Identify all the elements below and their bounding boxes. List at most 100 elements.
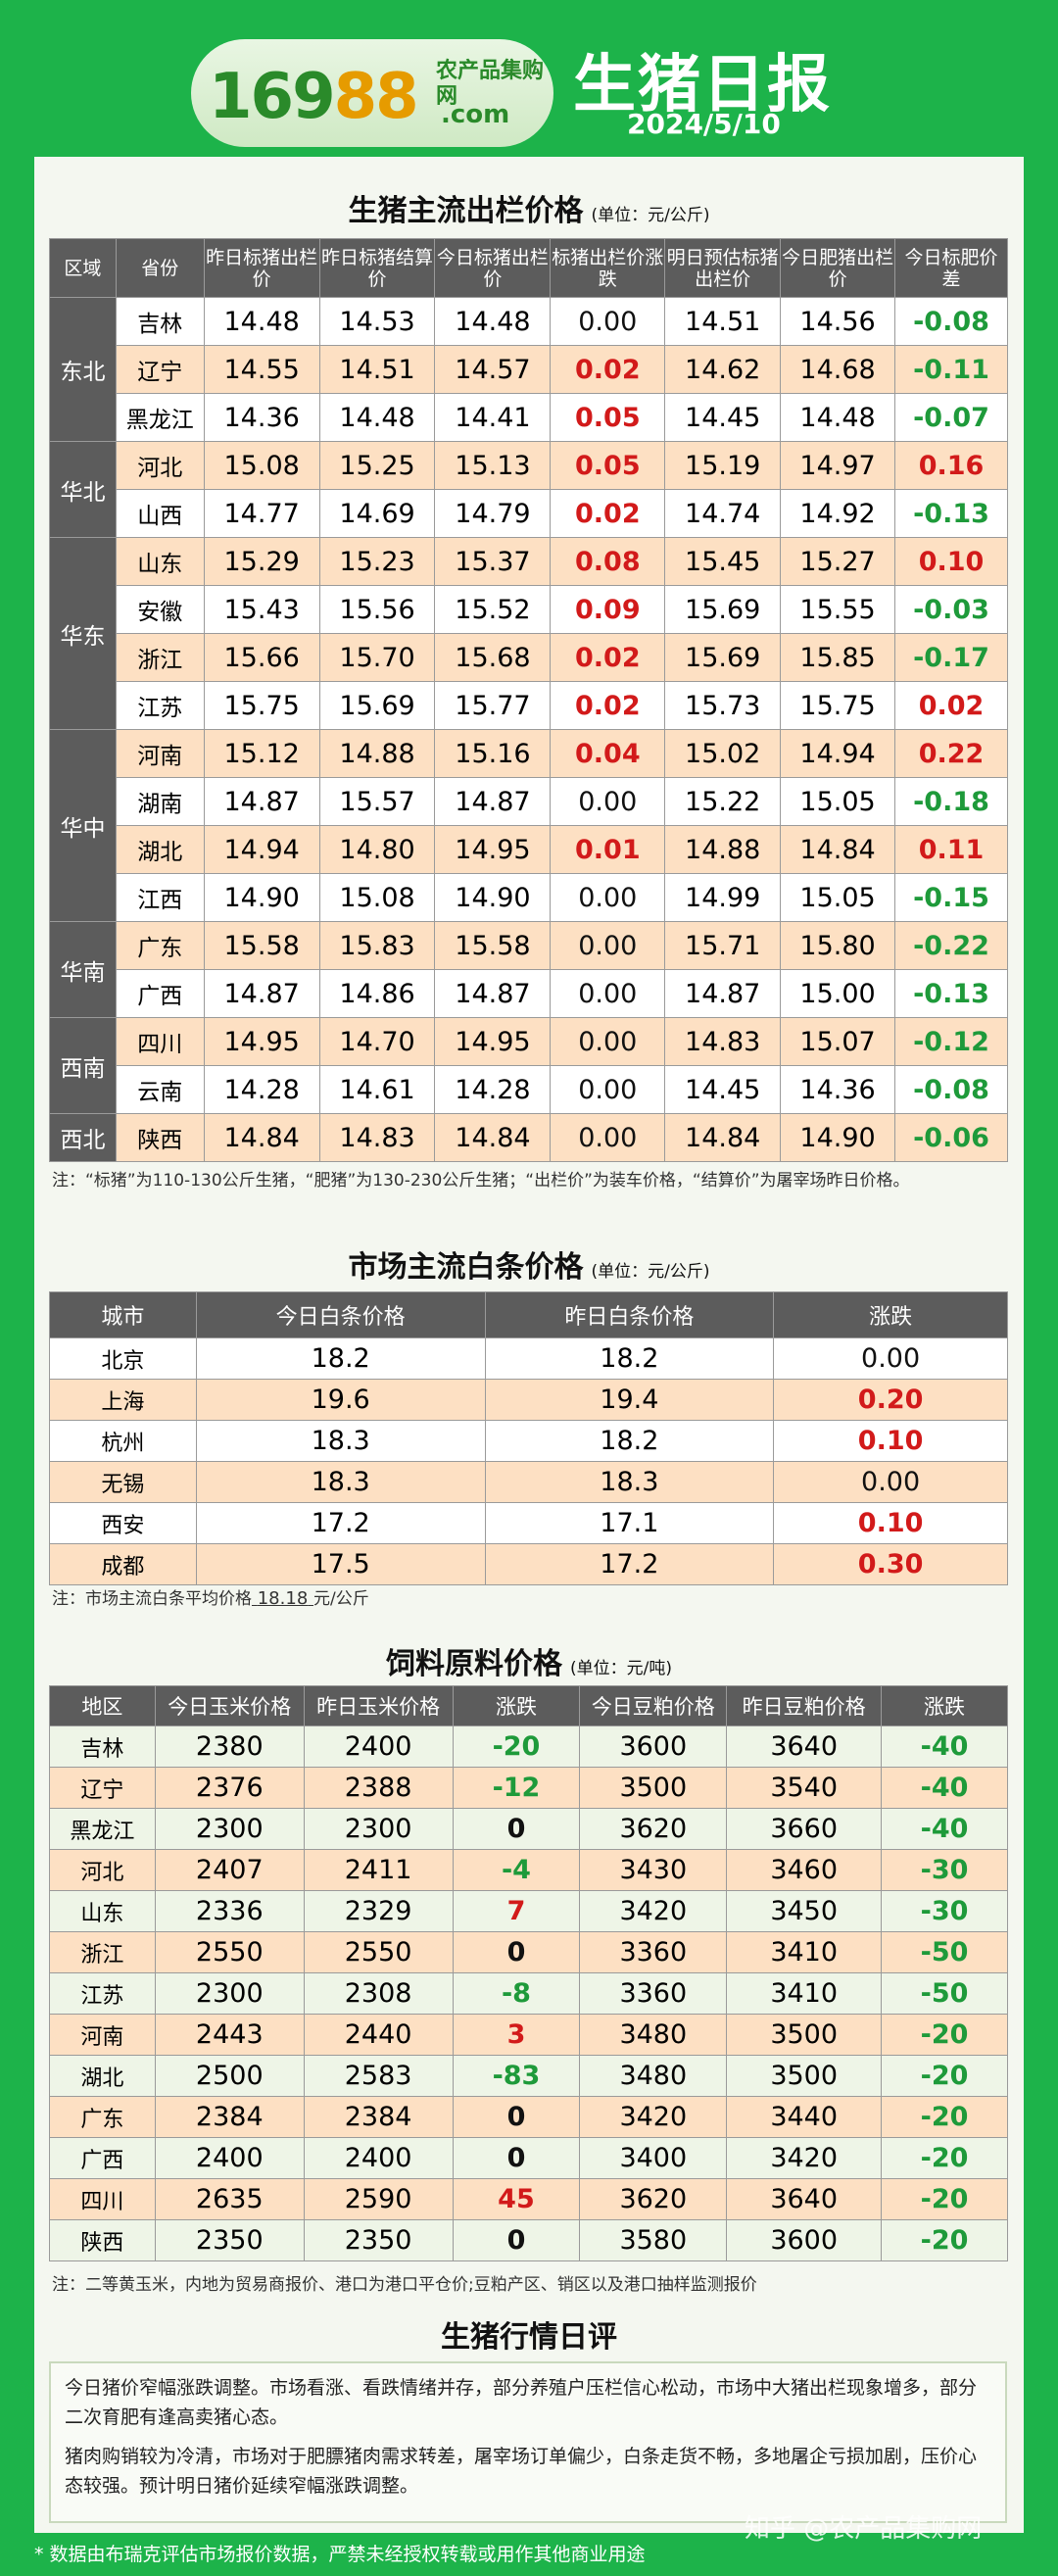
hog-header-7: 今日肥猪出栏价 xyxy=(780,238,896,298)
value-cell: 18.2 xyxy=(484,1337,775,1380)
value-cell: 19.6 xyxy=(195,1379,486,1421)
value-cell: 15.85 xyxy=(780,633,896,682)
table-row: 湖北 14.94 14.80 14.95 0.01 14.88 14.84 0.11 xyxy=(50,825,1008,874)
value-cell: 0.02 xyxy=(550,681,666,730)
province-cell: 黑龙江 xyxy=(115,393,205,442)
value-cell: 2384 xyxy=(154,2096,305,2138)
value-cell: -30 xyxy=(881,1890,1008,1932)
province-cell: 山东 xyxy=(115,537,205,586)
feed-section-title: 饲料原料价格 (单位：元/吨) xyxy=(34,1639,1024,1682)
value-cell: 15.29 xyxy=(203,537,320,586)
value-cell: 3500 xyxy=(726,2014,883,2056)
logo-number: 16988 xyxy=(209,61,419,133)
value-cell: 14.45 xyxy=(664,393,782,442)
hog-note: 注：“标猪”为110-130公斤生猪，“肥猪”为130-230公斤生猪；“出栏价… xyxy=(52,1171,910,1191)
feed-header-0: 地区 xyxy=(49,1685,156,1726)
watermark: 知乎 @农产品集购网 xyxy=(745,2514,983,2544)
value-cell: 2407 xyxy=(154,1849,305,1891)
table-row: 广西 2400 2400 0 3400 3420 -20 xyxy=(49,2137,1008,2179)
city-cell: 杭州 xyxy=(49,1420,197,1462)
table-row: 云南 14.28 14.61 14.28 0.00 14.45 14.36 -0.08 xyxy=(50,1065,1008,1114)
hog-header-8: 今日标肥价差 xyxy=(894,238,1008,298)
value-cell: 3640 xyxy=(726,1725,883,1768)
value-cell: -20 xyxy=(452,1725,581,1768)
table-row: 安徽 15.43 15.56 15.52 0.09 15.69 15.55 -0.03 xyxy=(50,585,1008,634)
value-cell: 0.00 xyxy=(550,921,666,970)
feed-header-6: 涨跌 xyxy=(881,1685,1008,1726)
value-cell: -0.03 xyxy=(894,585,1008,634)
table-row: 华北 河北 15.08 15.25 15.13 0.05 15.19 14.97 0.16 xyxy=(49,441,1008,538)
value-cell: 15.80 xyxy=(780,921,896,970)
table-row: 黑龙江 14.36 14.48 14.41 0.05 14.45 14.48 -0.07 xyxy=(50,393,1008,442)
province-cell: 黑龙江 xyxy=(49,1808,156,1850)
table-row: 华南 广东 15.58 15.83 15.58 0.00 15.71 15.80 -0.22 xyxy=(49,921,1008,1018)
value-cell: 3540 xyxy=(726,1767,883,1809)
value-cell: 15.19 xyxy=(664,441,782,490)
value-cell: 0.00 xyxy=(550,969,666,1018)
value-cell: 14.83 xyxy=(318,1113,436,1162)
value-cell: 14.62 xyxy=(664,345,782,394)
province-cell: 江苏 xyxy=(49,1972,156,2015)
value-cell: 2308 xyxy=(303,1972,454,2015)
province-cell: 四川 xyxy=(115,1017,205,1066)
value-cell: 14.95 xyxy=(434,1017,552,1066)
value-cell: 3640 xyxy=(726,2178,883,2220)
value-cell: 15.02 xyxy=(664,729,782,778)
value-cell: 2300 xyxy=(303,1808,454,1850)
value-cell: -83 xyxy=(452,2055,581,2097)
city-cell: 西安 xyxy=(49,1502,197,1544)
value-cell: 0.02 xyxy=(550,345,666,394)
value-cell: -20 xyxy=(881,2137,1008,2179)
value-cell: 0.05 xyxy=(550,393,666,442)
value-cell: -0.08 xyxy=(894,297,1008,346)
province-cell: 广东 xyxy=(49,2096,156,2138)
value-cell: 15.25 xyxy=(318,441,436,490)
value-cell: 14.28 xyxy=(434,1065,552,1114)
value-cell: 0.09 xyxy=(550,585,666,634)
value-cell: 14.36 xyxy=(780,1065,896,1114)
table-row: 吉林 2380 2400 -20 3600 3640 -40 xyxy=(49,1725,1008,1768)
brand-logo[interactable]: 16988 农产品集购网 .com xyxy=(191,39,553,147)
value-cell: 2590 xyxy=(303,2178,454,2220)
hog-price-table: 区域 省份 昨日标猪出栏价 昨日标猪结算价 今日标猪出栏价 标猪出栏价涨跌 明日预估标猪出栏… xyxy=(49,238,1008,1162)
value-cell: 2635 xyxy=(154,2178,305,2220)
value-cell: 15.73 xyxy=(664,681,782,730)
value-cell: 14.68 xyxy=(780,345,896,394)
value-cell: 3620 xyxy=(579,2178,728,2220)
value-cell: 14.92 xyxy=(780,489,896,538)
value-cell: 14.84 xyxy=(664,1113,782,1162)
value-cell: 15.66 xyxy=(203,633,320,682)
table-row: 广东 2384 2384 0 3420 3440 -20 xyxy=(49,2096,1008,2138)
value-cell: 15.58 xyxy=(434,921,552,970)
value-cell: 0.04 xyxy=(550,729,666,778)
table-row: 湖南 14.87 15.57 14.87 0.00 15.22 15.05 -0.18 xyxy=(50,777,1008,826)
table-row: 杭州 18.3 18.2 0.10 xyxy=(49,1420,1008,1462)
value-cell: 15.27 xyxy=(780,537,896,586)
value-cell: 0 xyxy=(452,2096,581,2138)
value-cell: 0 xyxy=(452,2137,581,2179)
value-cell: -0.13 xyxy=(894,969,1008,1018)
feed-header-5: 昨日豆粕价格 xyxy=(726,1685,883,1726)
hog-header-0: 区域 xyxy=(49,238,117,298)
value-cell: 3410 xyxy=(726,1931,883,1973)
region-cell: 华中 xyxy=(49,729,117,922)
province-cell: 吉林 xyxy=(49,1725,156,1768)
table-row: 河南 2443 2440 3 3480 3500 -20 xyxy=(49,2014,1008,2056)
table-row: 成都 17.5 17.2 0.30 xyxy=(49,1543,1008,1585)
value-cell: 0.00 xyxy=(550,1065,666,1114)
value-cell: 14.83 xyxy=(664,1017,782,1066)
value-cell: 15.68 xyxy=(434,633,552,682)
value-cell: 3420 xyxy=(579,1890,728,1932)
value-cell: -40 xyxy=(881,1808,1008,1850)
value-cell: 14.97 xyxy=(780,441,896,490)
value-cell: 15.56 xyxy=(318,585,436,634)
value-cell: 0.10 xyxy=(773,1502,1008,1544)
value-cell: -12 xyxy=(452,1767,581,1809)
value-cell: -50 xyxy=(881,1972,1008,2015)
value-cell: 14.90 xyxy=(434,873,552,922)
hog-section-title: 生猪主流出栏价格 (单位：元/公斤) xyxy=(34,186,1024,229)
value-cell: 0.16 xyxy=(894,441,1008,490)
value-cell: 0.00 xyxy=(550,777,666,826)
province-cell: 山西 xyxy=(115,489,205,538)
value-cell: 0.00 xyxy=(773,1461,1008,1503)
